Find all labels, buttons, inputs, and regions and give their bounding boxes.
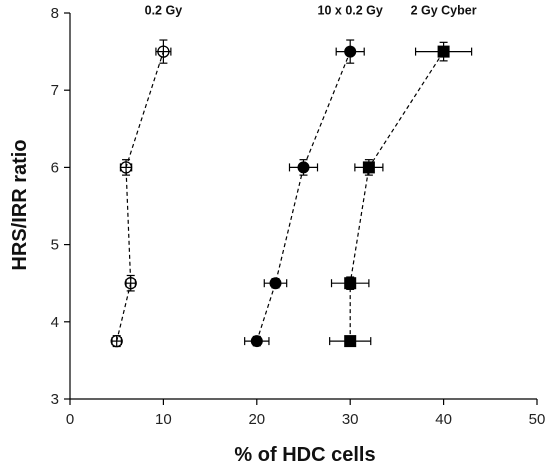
series-label: 0.2 Gy: [145, 4, 183, 18]
series-label: 2 Gy Cyber: [411, 4, 477, 18]
error-bars: [111, 39, 473, 348]
data-point: [157, 45, 170, 58]
data-point: [110, 334, 123, 348]
x-tick-label: 0: [66, 411, 74, 428]
y-tick-label: 4: [51, 314, 59, 331]
data-markers: [110, 45, 450, 348]
y-tick-label: 6: [51, 159, 59, 176]
y-axis-title: HRS/IRR ratio: [9, 139, 31, 270]
data-point: [437, 45, 450, 58]
trend-lines: [116, 51, 445, 342]
y-axis-ticks: 3 4 5 6 7 8: [51, 5, 70, 408]
x-axis-title: % of HDC cells: [234, 444, 375, 466]
data-point: [269, 277, 282, 290]
x-tick-label: 30: [342, 411, 359, 428]
x-tick-label: 20: [248, 411, 265, 428]
y-tick-label: 3: [51, 391, 59, 408]
data-point: [362, 161, 375, 174]
x-axis-ticks: 0 10 20 30 40 50: [66, 399, 546, 428]
y-tick-label: 8: [51, 5, 59, 22]
trend-line: [349, 51, 445, 342]
data-point: [344, 45, 357, 58]
series-label: 10 x 0.2 Gy: [318, 4, 383, 18]
data-point: [344, 277, 357, 290]
data-point: [124, 277, 137, 290]
data-point: [119, 161, 133, 174]
x-tick-label: 40: [435, 411, 452, 428]
trend-line: [116, 51, 164, 342]
y-tick-label: 7: [51, 82, 59, 99]
y-tick-label: 5: [51, 237, 59, 254]
data-point: [297, 161, 310, 174]
data-point: [344, 335, 357, 348]
series-labels: 0.2 Gy 10 x 0.2 Gy 2 Gy Cyber: [145, 4, 477, 18]
x-tick-label: 10: [155, 411, 172, 428]
axes: [69, 13, 537, 400]
data-point: [250, 335, 263, 348]
x-tick-label: 50: [529, 411, 546, 428]
trend-line: [256, 51, 351, 342]
